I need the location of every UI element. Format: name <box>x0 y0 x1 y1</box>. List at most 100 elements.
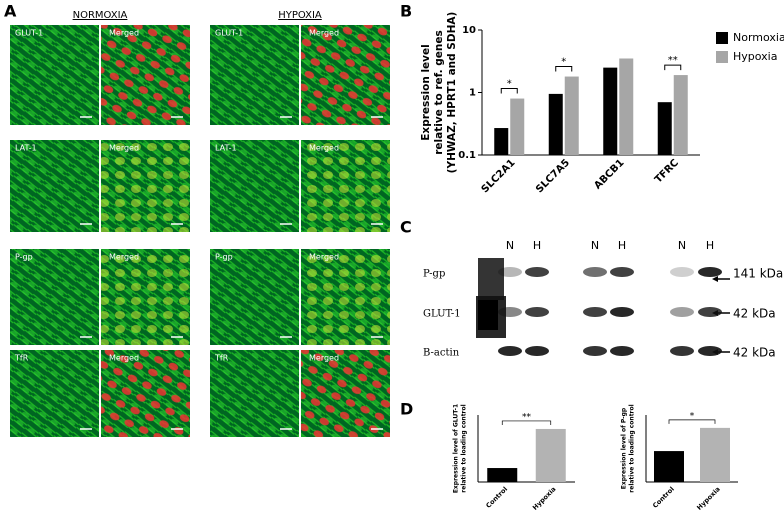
stain-label: GLUT-1 <box>215 29 243 38</box>
legend-swatch <box>716 51 728 63</box>
legend-label: Normoxia <box>733 31 784 44</box>
merged-label: Merged <box>309 29 339 38</box>
blot-row-label: GLUT-1 <box>423 309 461 320</box>
significance-bracket <box>668 419 716 424</box>
bar <box>564 76 579 155</box>
size-label: 42 kDa <box>733 346 776 360</box>
x-tick-label: TFRC <box>653 157 681 185</box>
significance-bracket <box>501 420 552 425</box>
panel-label: A <box>4 2 17 21</box>
panel-label: B <box>400 2 412 21</box>
bar <box>510 98 525 155</box>
micrograph-overlay <box>101 249 190 345</box>
band <box>583 267 607 277</box>
significance-bracket <box>664 64 682 71</box>
y-axis-label: relative to loading control <box>629 404 636 492</box>
significance: * <box>561 57 566 68</box>
merged-label: Merged <box>109 253 139 262</box>
bar <box>535 428 566 482</box>
bar <box>654 451 684 482</box>
lane-label: H <box>533 239 541 252</box>
x-tick-label: SLC7A5 <box>534 157 572 195</box>
legend-swatch <box>716 32 728 44</box>
y-axis-label: relative to ref. genes <box>433 30 445 155</box>
merged-label: Merged <box>109 354 139 363</box>
significance-bracket <box>500 88 518 94</box>
merged-label: Merged <box>309 144 339 153</box>
blot-row-label: P-gp <box>423 269 445 280</box>
bar <box>673 75 688 155</box>
lane-label: N <box>678 239 686 252</box>
band <box>498 307 522 317</box>
band <box>525 346 549 356</box>
bar <box>700 427 730 482</box>
band <box>670 307 694 317</box>
lane-label: H <box>618 239 626 252</box>
y-tick-label: 1 <box>469 88 476 99</box>
size-label: 141 kDa <box>733 267 783 281</box>
band <box>670 267 694 277</box>
x-tick-label: Hypoxia <box>531 485 558 512</box>
band <box>698 267 722 277</box>
band <box>610 307 634 317</box>
lane-label: N <box>591 239 599 252</box>
merged-label: Merged <box>109 144 139 153</box>
significance: * <box>507 79 512 90</box>
y-tick-label: 0.1 <box>458 150 476 161</box>
x-tick-label: SLC2A1 <box>480 157 518 195</box>
micrograph <box>10 350 99 437</box>
stain-label: TfR <box>214 354 229 363</box>
size-label: 42 kDa <box>733 307 776 321</box>
x-tick-label: ABCB1 <box>592 157 626 191</box>
micrograph <box>10 25 99 125</box>
merged-label: Merged <box>309 354 339 363</box>
micrograph-overlay <box>301 140 390 232</box>
band <box>583 307 607 317</box>
bar <box>657 102 672 155</box>
micrograph <box>210 249 299 345</box>
micrograph <box>210 350 299 437</box>
significance: * <box>690 411 695 421</box>
y-axis-label: Expression level of P-gp <box>621 407 628 489</box>
stain-label: GLUT-1 <box>15 29 43 38</box>
micrograph-overlay <box>101 350 190 437</box>
micrograph <box>210 140 299 232</box>
band <box>698 346 722 356</box>
stain-label: P-gp <box>215 253 233 262</box>
panel-label: C <box>400 218 412 237</box>
significance: ** <box>522 412 532 422</box>
y-axis-label: relative to loading control <box>461 404 468 492</box>
band <box>525 267 549 277</box>
stain-label: TfR <box>14 354 29 363</box>
stain-label: LAT-1 <box>215 144 237 153</box>
micrograph <box>10 140 99 232</box>
band <box>610 346 634 356</box>
band <box>698 307 722 317</box>
y-axis-label: Expression level <box>420 44 432 141</box>
micrograph <box>210 25 299 125</box>
x-tick-label: Control <box>484 485 509 510</box>
x-tick-label: Hypoxia <box>695 485 722 512</box>
band <box>670 346 694 356</box>
band <box>525 307 549 317</box>
bar <box>548 93 563 155</box>
merged-label: Merged <box>109 29 139 38</box>
micrograph-overlay <box>101 140 190 232</box>
condition-title: NORMOXIA <box>73 10 128 21</box>
significance-bracket <box>555 66 573 72</box>
micrograph-overlay <box>301 25 390 125</box>
panel-label: D <box>400 400 413 419</box>
y-tick-label: 10 <box>462 25 476 36</box>
band <box>498 267 522 277</box>
legend-label: Hypoxia <box>733 50 777 63</box>
western-blot: N H N H N H P-gp 141 kDa GLUT-1 42 kDa B-actin 42 k… <box>423 239 783 360</box>
micrograph <box>10 249 99 345</box>
y-axis-label: (YHWAZ, HPRT1 and SDHA) <box>446 12 458 174</box>
band <box>498 346 522 356</box>
merged-label: Merged <box>309 253 339 262</box>
bar <box>487 468 518 482</box>
band <box>583 346 607 356</box>
blot-row-label: B-actin <box>423 348 460 359</box>
micrograph-overlay <box>301 350 390 437</box>
